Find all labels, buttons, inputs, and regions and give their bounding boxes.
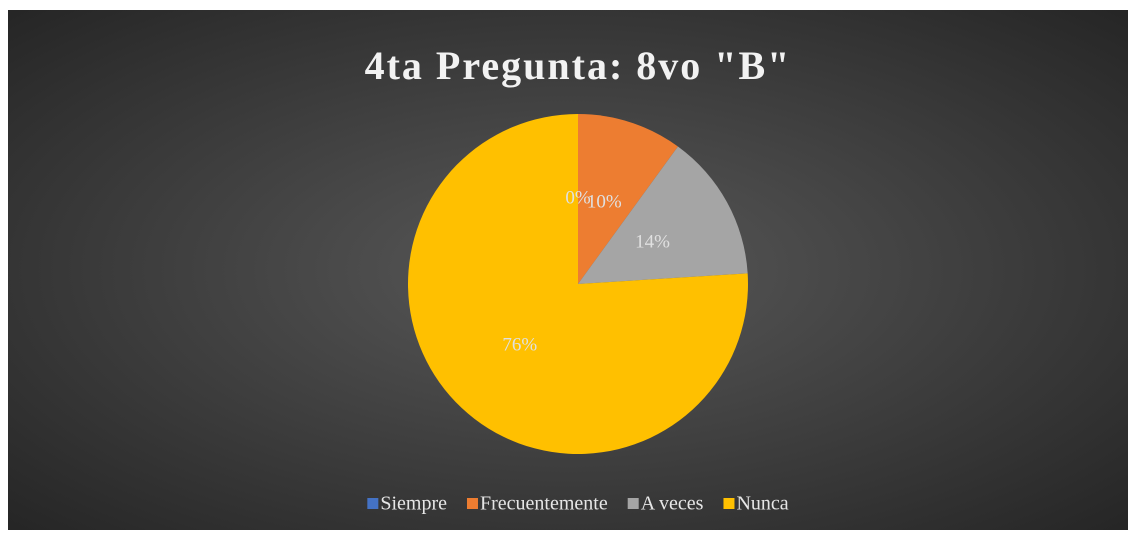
legend-swatch [627,498,639,509]
data-label: 14% [635,231,670,252]
pie-slice [408,114,748,454]
pie-slice [578,146,748,284]
data-label: 10% [587,192,622,213]
pie-slice [578,114,678,284]
legend-label: Frecuentemente [480,493,608,515]
chart-title: 4ta Pregunta: 8vo "B" [365,43,792,88]
legend-label: Nunca [736,493,788,515]
legend-swatch [723,498,735,509]
legend-label: A veces [641,493,704,515]
data-label: 76% [502,334,537,355]
legend-swatch [367,498,379,509]
legend-swatch [466,498,478,509]
legend-label: Siempre [380,493,447,515]
data-label: 0% [565,187,591,208]
